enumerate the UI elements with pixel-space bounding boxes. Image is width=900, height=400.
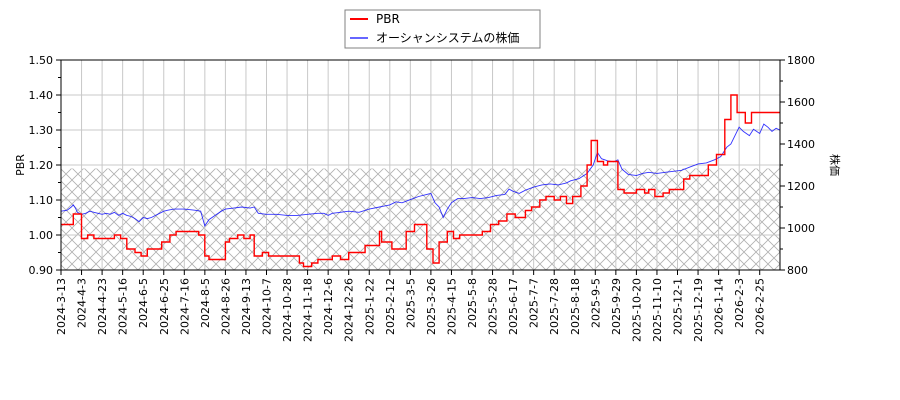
- x-tick-label: 2025-10-20: [630, 278, 643, 342]
- x-tick-label: 2024-10-7: [261, 278, 274, 335]
- left-tick-label: 1.00: [29, 229, 54, 242]
- x-tick-label: 2024-8-26: [219, 278, 232, 335]
- x-tick-label: 2025-3-26: [425, 278, 438, 335]
- x-tick-label: 2025-9-29: [610, 278, 623, 335]
- x-tick-label: 2025-7-7: [528, 278, 541, 328]
- x-tick-label: 2026-2-25: [754, 278, 767, 335]
- x-tick-label: 2024-8-5: [199, 278, 212, 328]
- pbr-line: [61, 94, 780, 268]
- left-tick-label: 1.30: [29, 124, 54, 137]
- x-tick-label: 2024-11-18: [302, 278, 315, 342]
- x-tick-label: 2025-5-8: [466, 278, 479, 328]
- x-tick-label: 2026-1-14: [713, 278, 726, 335]
- x-tick-label: 2024-5-16: [117, 278, 130, 335]
- x-tick-label: 2025-11-10: [651, 278, 664, 342]
- left-tick-label: 1.10: [29, 194, 54, 207]
- x-tick-label: 2025-12-19: [692, 278, 705, 342]
- x-tick-label: 2025-6-17: [507, 278, 520, 335]
- x-tick-label: 2025-3-5: [404, 278, 417, 328]
- x-tick-label: 2024-4-23: [96, 278, 109, 335]
- right-tick-label: 1000: [787, 222, 815, 235]
- left-tick-label: 1.20: [29, 159, 54, 172]
- x-tick-label: 2025-8-18: [569, 278, 582, 335]
- left-tick-label: 1.50: [29, 54, 54, 67]
- right-tick-label: 1200: [787, 180, 815, 193]
- right-y-axis: 800 1000 1200 1400 1600 1800: [780, 54, 815, 277]
- x-tick-label: 2024-12-6: [322, 278, 335, 335]
- x-tick-label: 2025-4-15: [445, 278, 458, 335]
- legend: PBR オーシャンシステムの株価: [344, 9, 541, 49]
- x-tick-label: 2024-4-3: [76, 278, 89, 328]
- legend-price-label: オーシャンシステムの株価: [376, 30, 519, 45]
- x-axis: 2024-3-13 2024-4-3 2024-4-23 2024-5-16 2024-…: [55, 270, 767, 342]
- x-tick-label: 2024-10-28: [281, 278, 294, 342]
- left-tick-label: 0.90: [29, 264, 54, 277]
- right-tick-label: 800: [787, 264, 808, 277]
- left-y-axis: 0.90 1.00 1.10 1.20 1.30 1.40 1.50: [29, 54, 61, 277]
- right-tick-label: 1400: [787, 138, 815, 151]
- hatched-region: [61, 168, 780, 270]
- left-tick-label: 1.40: [29, 89, 54, 102]
- left-axis-title: PBR: [14, 154, 27, 176]
- x-tick-label: 2025-12-1: [672, 278, 685, 335]
- stock-price-line: [61, 123, 780, 227]
- legend-pbr-label: PBR: [376, 12, 400, 26]
- x-tick-label: 2026-2-3: [733, 278, 746, 328]
- right-tick-label: 1800: [787, 54, 815, 67]
- x-tick-label: 2025-5-28: [487, 278, 500, 335]
- right-axis-title: 株価: [828, 154, 842, 176]
- x-tick-label: 2024-7-16: [178, 278, 191, 335]
- x-tick-label: 2025-2-12: [384, 278, 397, 335]
- plot-area: [60, 59, 781, 271]
- x-tick-label: 2024-6-25: [158, 278, 171, 335]
- x-tick-label: 2025-7-28: [548, 278, 561, 335]
- x-tick-label: 2024-6-5: [137, 278, 150, 328]
- right-tick-label: 1600: [787, 96, 815, 109]
- x-tick-label: 2024-3-13: [55, 278, 68, 335]
- x-tick-label: 2025-9-5: [589, 278, 602, 328]
- x-tick-label: 2024-9-13: [240, 278, 253, 335]
- x-tick-label: 2025-1-22: [363, 278, 376, 335]
- x-tick-label: 2024-12-26: [343, 278, 356, 342]
